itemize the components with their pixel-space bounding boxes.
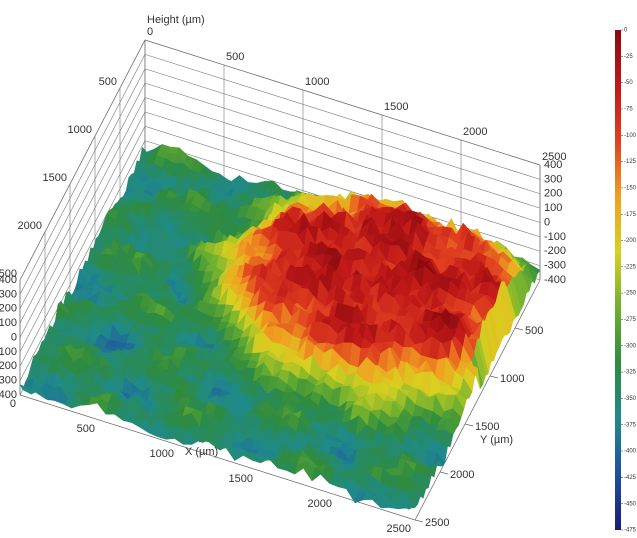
colorbar-tick-label: -250 (624, 291, 637, 297)
y-tick (515, 328, 523, 330)
colorbar-tick-label: -275 (624, 317, 637, 323)
colorbar-tick-label: -200 (624, 238, 637, 244)
chart: Height (µm) X (µm) Y (µm) -400 -400 -300 -3… (0, 0, 637, 538)
colorbar-tick-label: -150 (624, 185, 637, 191)
grid-line (145, 40, 540, 165)
colorbar-tick-label: -450 (624, 501, 637, 507)
y-tick (465, 424, 473, 426)
x-tick-label: 2000 (463, 126, 487, 138)
x-tick-label: 0 (10, 398, 16, 410)
z-tick-label: 100 (0, 317, 17, 329)
x-tick-label: 500 (226, 51, 244, 63)
z-axis-title: Height (µm) (147, 14, 205, 26)
y-tick-label: 2000 (18, 220, 42, 232)
z-tick-label: -100 (544, 231, 566, 243)
y-tick-label: 2500 (425, 517, 449, 529)
y-tick (440, 472, 448, 474)
z-tick-label: 300 (0, 288, 17, 300)
x-tick-label: 1000 (150, 448, 174, 460)
colorbar-tick-label: -100 (624, 133, 637, 139)
z-tick-label: 0 (544, 216, 550, 228)
colorbar-tick-label: -225 (624, 264, 637, 270)
z-tick-label: 300 (544, 173, 562, 185)
y-tick-label: 1000 (500, 373, 524, 385)
colorbar-tick-label: -375 (624, 422, 637, 428)
z-tick-label: 0 (11, 331, 17, 343)
y-tick-label: 1500 (43, 172, 67, 184)
colorbar-tick-label: -175 (624, 212, 637, 218)
z-tick-label: 200 (0, 303, 17, 315)
colorbar-tick-label: -50 (624, 80, 633, 86)
colorbar-tick-label: -300 (624, 343, 637, 349)
grid-line (145, 54, 540, 179)
y-axis-title: Y (µm) (480, 434, 513, 446)
x-tick-label: 0 (147, 26, 153, 38)
colorbar-tick-label: -475 (624, 528, 637, 534)
y-tick-label: 1000 (68, 124, 92, 136)
y-tick-label: 2000 (450, 469, 474, 481)
y-tick-label: 500 (525, 325, 543, 337)
x-axis-title: X (µm) (185, 446, 218, 458)
x-tick-label: 500 (77, 423, 95, 435)
y-tick-label: 2500 (0, 268, 17, 280)
colorbar-tick-label: 0 (624, 28, 628, 34)
x-tick-label: 1000 (305, 76, 329, 88)
x-tick-label: 2500 (387, 523, 411, 535)
z-tick-label: -300 (544, 260, 566, 272)
x-tick-label: 1500 (229, 473, 253, 485)
y-tick-label: 1500 (475, 421, 499, 433)
colorbar-tick-label: -350 (624, 396, 637, 402)
y-tick (490, 376, 498, 378)
y-tick (415, 520, 423, 522)
colorbar-tick-label: -75 (624, 107, 633, 113)
z-tick-label: -400 (544, 274, 566, 286)
z-tick-label: 100 (544, 202, 562, 214)
colorbar-tick-label: -325 (624, 370, 637, 376)
z-tick-label: 200 (544, 188, 562, 200)
colorbar-tick-label: -400 (624, 449, 637, 455)
y-tick-label: 500 (99, 76, 117, 88)
z-tick-label: -200 (0, 360, 17, 372)
z-tick-label: -100 (0, 346, 17, 358)
colorbar-tick-label: -125 (624, 159, 637, 165)
colorbar-tick-label: -25 (624, 54, 633, 60)
colorbar-gradient (615, 30, 621, 530)
x-tick-label: 2500 (542, 151, 566, 163)
colorbar: 0 -25 -50 -75 -100 -125 -150 -175 -200 -225 -250 -2… (615, 28, 637, 534)
z-tick-label: -200 (544, 245, 566, 257)
colorbar-tick-label: -425 (624, 475, 637, 481)
x-tick-label: 1500 (384, 101, 408, 113)
x-tick-label: 2000 (308, 498, 332, 510)
surface (20, 144, 540, 509)
z-tick-label: -300 (0, 375, 17, 387)
